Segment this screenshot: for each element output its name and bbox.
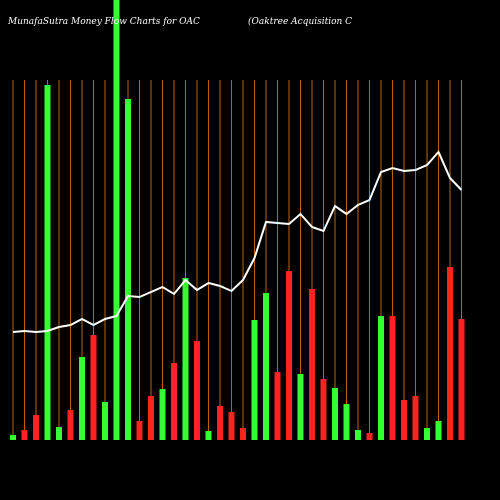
bar xyxy=(148,396,154,440)
bar xyxy=(458,319,465,440)
bar xyxy=(205,431,212,440)
bar xyxy=(240,428,246,440)
bar xyxy=(56,427,62,440)
bar xyxy=(274,372,281,440)
bars xyxy=(10,0,465,440)
bar xyxy=(435,421,442,440)
bar xyxy=(79,357,85,440)
bar xyxy=(217,406,223,440)
bar xyxy=(401,400,407,440)
bar xyxy=(159,389,166,440)
bar xyxy=(447,267,453,440)
chart-subtitle: (Oaktree Acquisition C xyxy=(248,16,352,27)
bar xyxy=(102,402,108,440)
bar xyxy=(378,316,384,440)
bar xyxy=(113,0,120,440)
bar xyxy=(286,271,292,440)
bar xyxy=(44,85,51,440)
bar xyxy=(136,421,143,440)
bar xyxy=(263,293,269,440)
bar xyxy=(228,412,235,440)
bar xyxy=(297,374,304,440)
bar xyxy=(389,316,396,440)
bar xyxy=(67,410,74,440)
bar xyxy=(90,335,97,440)
chart-title: MunafaSutra Money Flow Charts for OAC xyxy=(7,17,200,27)
bar xyxy=(343,404,350,440)
bar xyxy=(125,99,131,440)
price-line xyxy=(12,150,463,334)
bar xyxy=(412,396,419,440)
bar xyxy=(33,415,39,440)
bar xyxy=(309,289,315,440)
bar xyxy=(171,363,177,440)
bar xyxy=(355,430,361,440)
bar xyxy=(21,430,28,440)
bar xyxy=(424,428,430,440)
bar xyxy=(320,379,327,440)
bar xyxy=(332,388,338,440)
bar xyxy=(194,341,200,440)
bar xyxy=(366,433,373,440)
bar xyxy=(251,320,258,440)
bar xyxy=(182,278,189,440)
bar xyxy=(10,435,16,440)
